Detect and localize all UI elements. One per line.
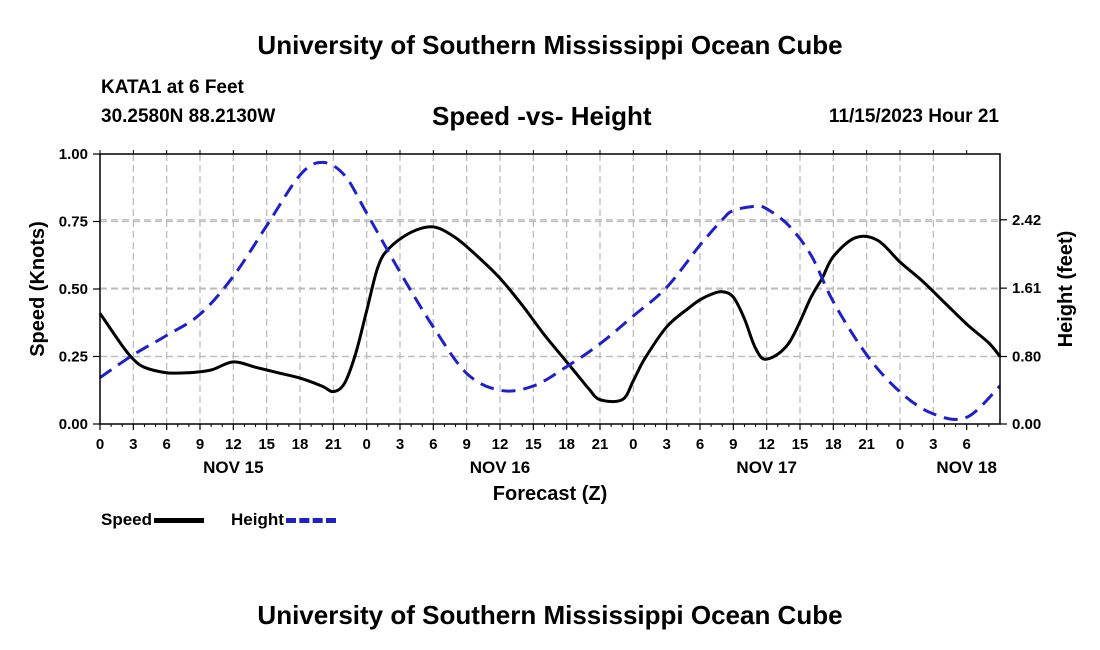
x-tick-label: 6 — [962, 436, 970, 453]
x-tick-label: 15 — [525, 436, 542, 453]
x-tick-label: 0 — [629, 436, 637, 453]
legend-speed: Speed — [101, 510, 205, 530]
day-label: NOV 18 — [936, 458, 996, 477]
day-label: NOV 15 — [203, 458, 263, 477]
x-tick-label: 3 — [929, 436, 937, 453]
x-tick-label: 12 — [225, 436, 242, 453]
x-tick-label: 0 — [362, 436, 370, 453]
y-tick-label: 0.50 — [59, 281, 88, 298]
day-label: NOV 17 — [736, 458, 796, 477]
y2-tick-label: 2.42 — [1012, 212, 1041, 229]
forecast-datetime: 11/15/2023 Hour 21 — [828, 106, 999, 127]
height-series-line — [99, 160, 1002, 421]
y2-tick-label: 1.61 — [1012, 280, 1041, 297]
x-tick-label: 15 — [258, 436, 275, 453]
x-tick-label: 0 — [96, 436, 104, 453]
station-coordinates: 30.2580N 88.2130W — [101, 106, 276, 127]
x-tick-label: 9 — [196, 436, 204, 453]
day-label: NOV 16 — [470, 458, 530, 477]
x-tick-label: 18 — [558, 436, 575, 453]
x-tick-label: 21 — [858, 436, 875, 453]
x-tick-label: 9 — [729, 436, 737, 453]
y2-tick-label: 0.80 — [1012, 349, 1041, 366]
x-tick-label: 18 — [292, 436, 309, 453]
x-tick-label: 12 — [758, 436, 775, 453]
x-axis-label: Forecast (Z) — [493, 483, 607, 505]
x-tick-label: 18 — [825, 436, 842, 453]
y2-tick-label: 0.00 — [1012, 416, 1041, 433]
x-tick-label: 21 — [325, 436, 342, 453]
y-tick-label: 1.00 — [59, 146, 88, 163]
station-label: KATA1 at 6 Feet — [101, 77, 244, 98]
series-layer — [98, 160, 1002, 421]
legend-height: Height — [231, 510, 336, 530]
y-axis-label: Speed (Knots) — [27, 221, 49, 357]
y2-axis-label: Height (feet) — [1055, 231, 1077, 348]
x-tick-label: 3 — [662, 436, 670, 453]
x-tick-label: 3 — [129, 436, 137, 453]
legend-speed-label: Speed — [101, 510, 153, 529]
y-tick-label: 0.75 — [59, 214, 88, 231]
legend-height-label: Height — [231, 510, 284, 529]
x-tick-label: 6 — [696, 436, 704, 453]
x-tick-label: 15 — [792, 436, 809, 453]
x-tick-label: 9 — [462, 436, 470, 453]
x-tick-label: 6 — [429, 436, 437, 453]
chart-title: Speed -vs- Height — [432, 101, 652, 131]
y-tick-label: 0.00 — [59, 416, 88, 433]
speed-series-line — [98, 225, 1002, 404]
x-tick-label: 12 — [492, 436, 509, 453]
legend-height-swatch — [285, 517, 336, 523]
x-tick-label: 21 — [592, 436, 609, 453]
grid — [100, 154, 1000, 424]
legend-speed-swatch — [154, 517, 205, 523]
y-tick-label: 0.25 — [59, 349, 88, 366]
footer-title: University of Southern Mississippi Ocean… — [257, 600, 843, 630]
axes: 0 3 6 9 12 15 18 21 0 3 6 9 12 15 18 21 0 3 6 9 12 15 18 21 0 3 6 N… — [59, 146, 1041, 477]
x-tick-label: 6 — [162, 436, 170, 453]
x-tick-label: 0 — [896, 436, 904, 453]
page-title: University of Southern Mississippi Ocean… — [257, 30, 843, 60]
x-tick-label: 3 — [396, 436, 404, 453]
